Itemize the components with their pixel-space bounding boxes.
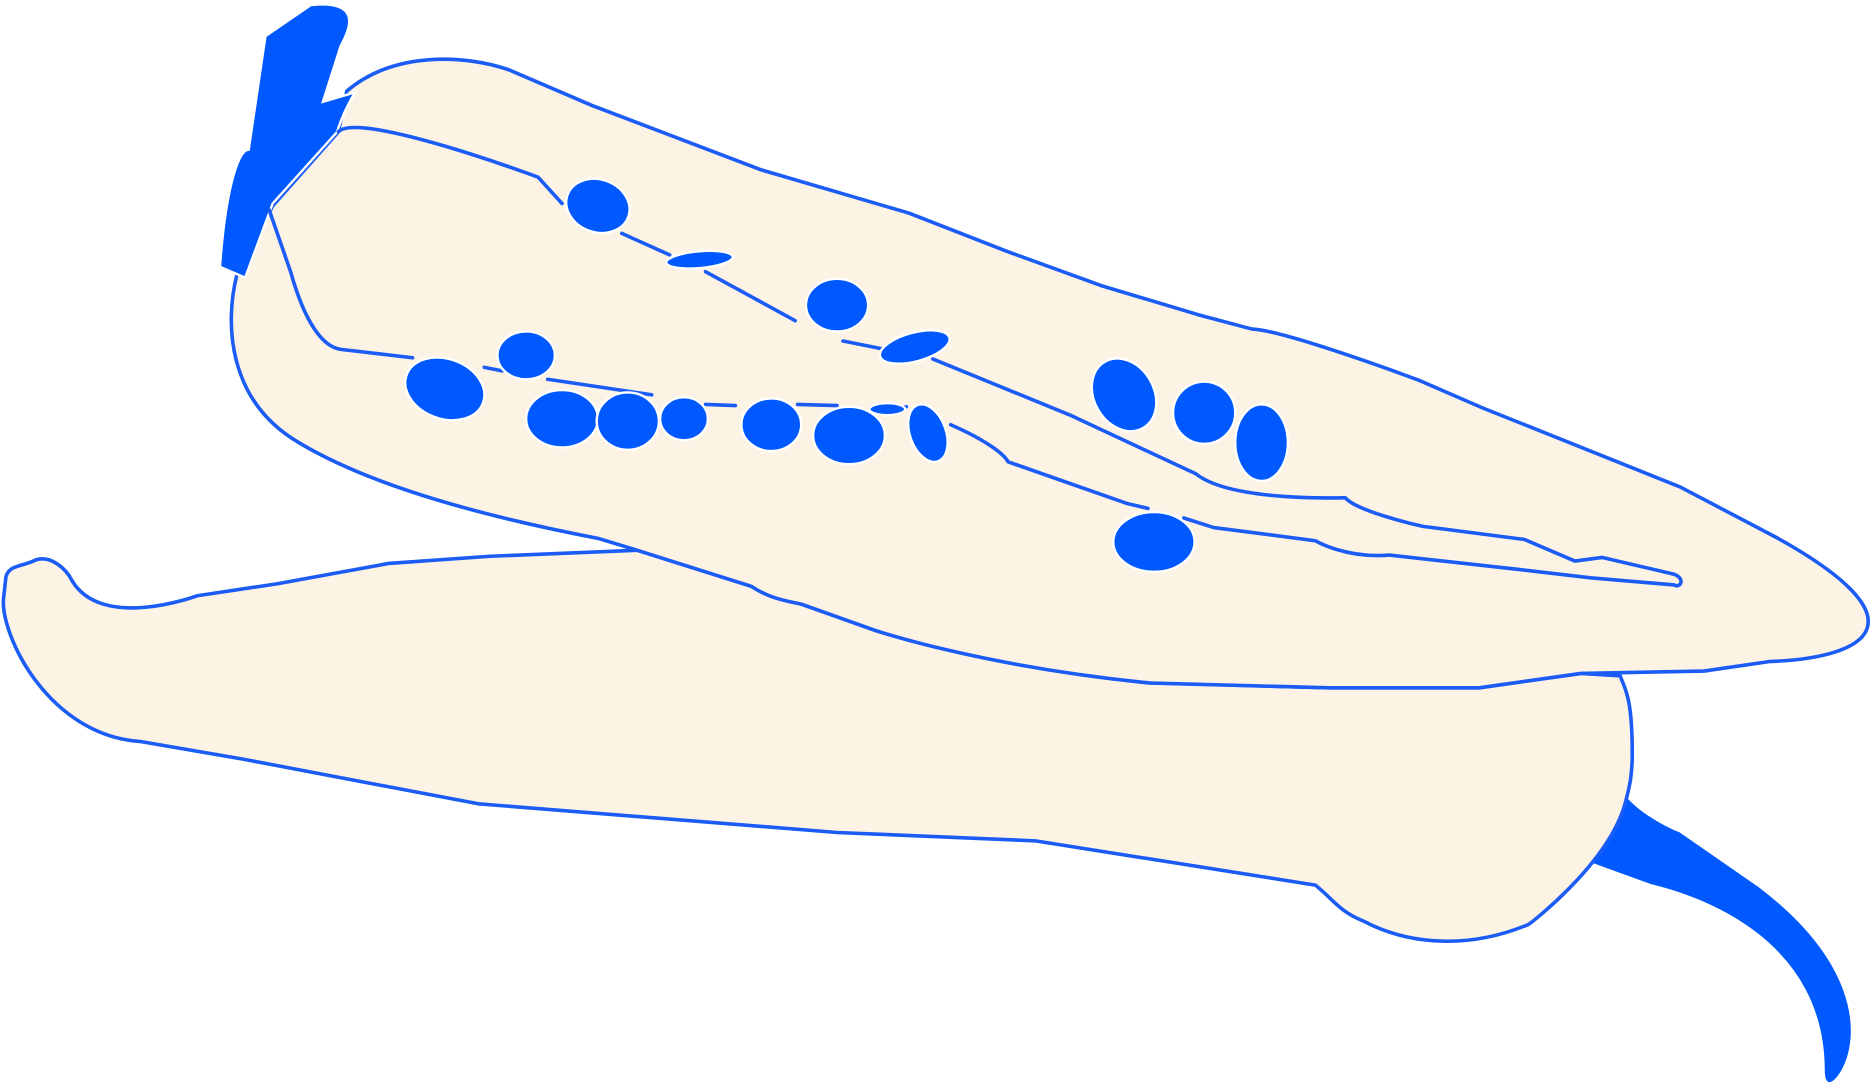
seed: [1090, 357, 1158, 433]
lower-pepper: [1, 548, 1854, 1085]
seed: [868, 402, 907, 417]
seed: [565, 177, 631, 235]
seed: [804, 277, 870, 333]
seed: [740, 397, 803, 453]
seed: [524, 388, 600, 449]
seed: [496, 330, 557, 381]
lower-stem: [1582, 789, 1854, 1085]
seed: [1171, 380, 1237, 446]
upper-stem: [218, 3, 358, 280]
cavity-line-top: [336, 125, 1683, 588]
seed: [658, 396, 710, 442]
seed: [664, 249, 735, 270]
seed: [811, 405, 887, 466]
lower-pepper-body: [1, 548, 1635, 944]
cavity-line-bottom: [267, 207, 1150, 511]
seed: [1112, 510, 1196, 574]
seed: [1234, 403, 1290, 483]
seed: [878, 329, 951, 365]
upper-pepper: [218, 3, 1870, 690]
seed: [404, 356, 486, 422]
seed: [907, 403, 949, 464]
seed: [595, 391, 661, 452]
seeds: [404, 177, 1290, 574]
